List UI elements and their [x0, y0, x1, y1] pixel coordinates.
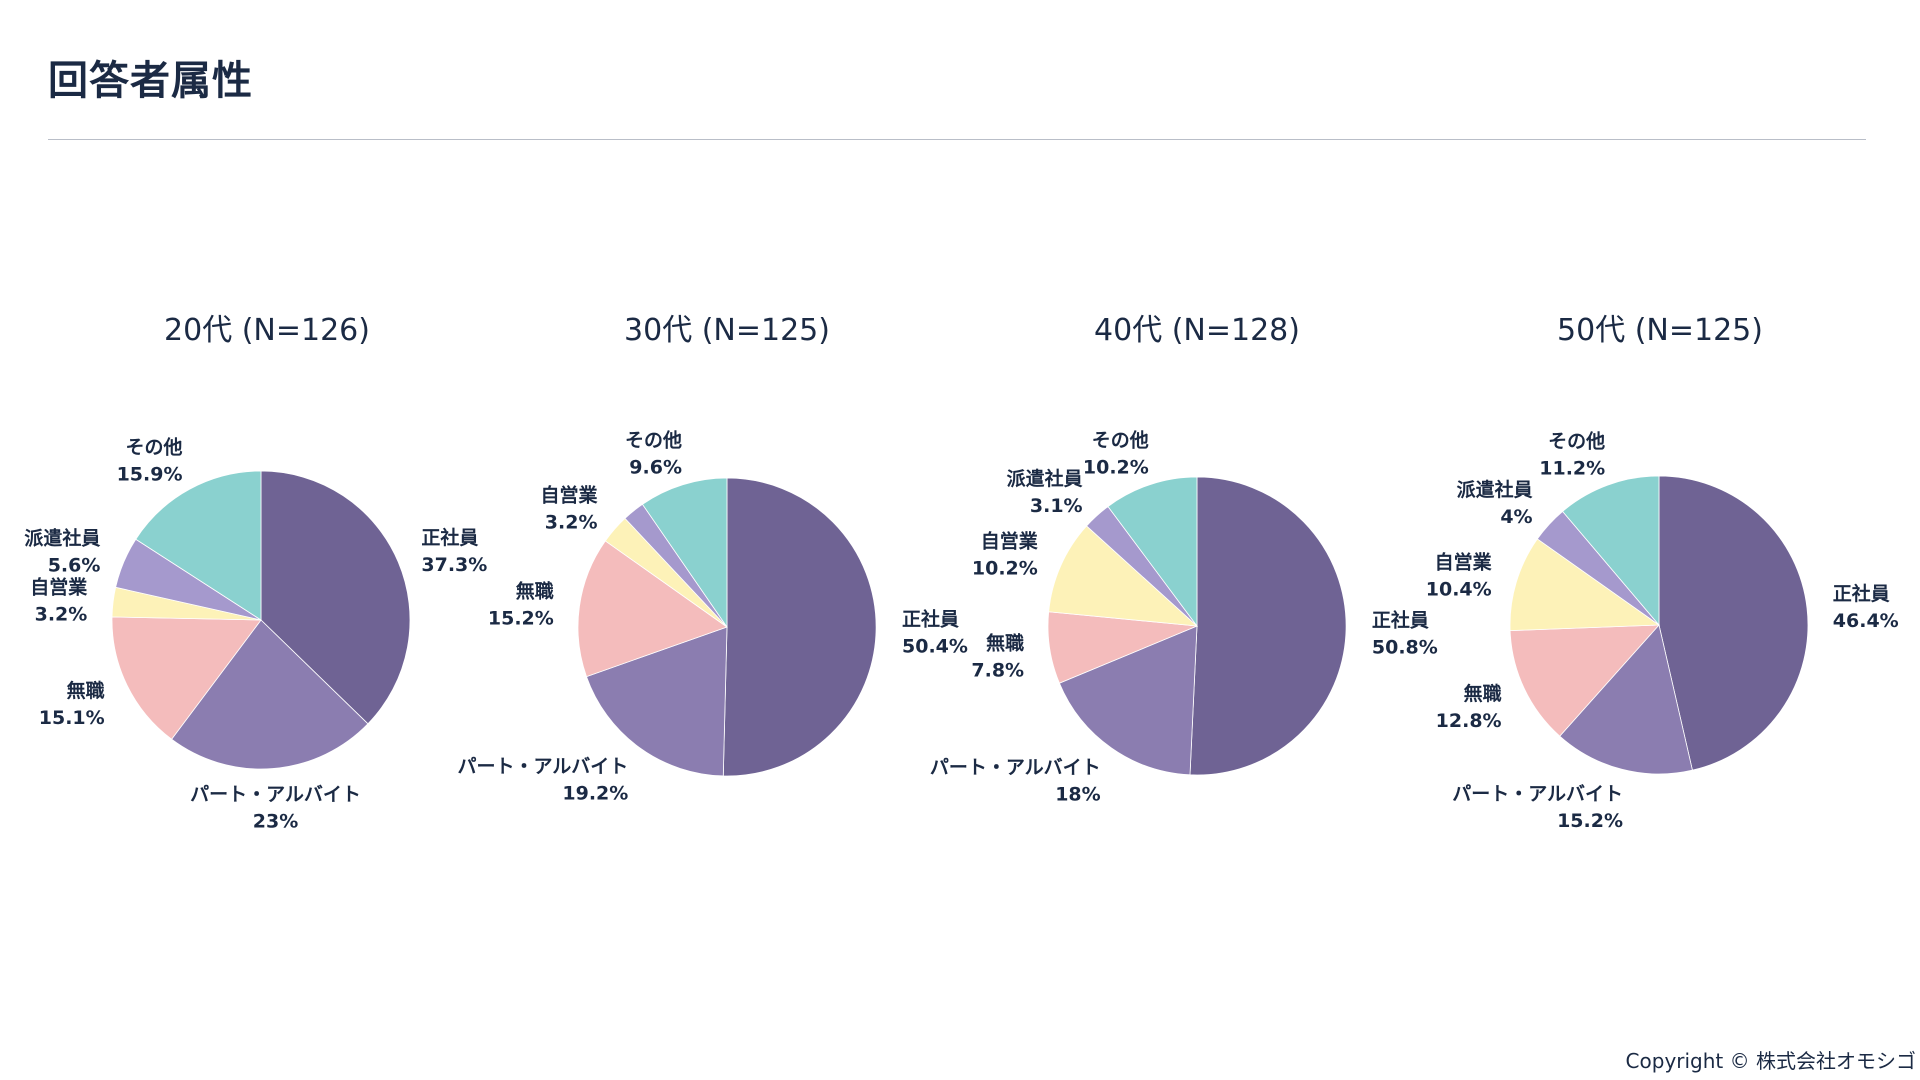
chart-title: 40代 (N=128) — [1094, 313, 1300, 348]
slice-category-label: 自営業 — [30, 576, 88, 599]
slice-category-label: 無職 — [516, 580, 554, 603]
slice-category-label: 正社員 — [1372, 608, 1429, 631]
slice-category-label: パート・アルバイト — [930, 756, 1101, 778]
slice-value-label: 19.2% — [562, 783, 628, 805]
slice-value-label: 15.9% — [117, 464, 183, 486]
slice-value-label: 7.8% — [971, 660, 1024, 682]
slice-value-label: 18% — [1055, 783, 1100, 805]
slice-value-label: 15.2% — [488, 608, 554, 630]
slice-value-label: 4% — [1500, 506, 1532, 528]
slice-value-label: 3.2% — [545, 512, 598, 534]
slice-category-label: 派遣社員 — [24, 527, 100, 550]
pie-slice-6 — [1107, 476, 1198, 628]
slice-value-label: 50.4% — [902, 635, 968, 657]
slice-category-label: その他 — [1548, 429, 1605, 452]
pie-slice-4 — [1509, 538, 1661, 632]
slice-category-label: 自営業 — [540, 484, 598, 507]
slice-value-label: 12.8% — [1436, 710, 1502, 732]
slice-category-label: 無職 — [1464, 682, 1502, 705]
chart-title: 30代 (N=125) — [624, 313, 830, 348]
pie-slice-1 — [1189, 476, 1347, 776]
pie-slice-1 — [722, 477, 877, 777]
pie-slice-3 — [111, 616, 262, 740]
slice-category-label: その他 — [1092, 428, 1149, 451]
slice-category-label: その他 — [625, 428, 682, 451]
pie-slice-4 — [1048, 525, 1199, 627]
slice-category-label: パート・アルバイト — [457, 756, 628, 778]
title-divider — [48, 139, 1866, 140]
copyright-notice: Copyright © 株式会社オモシゴ — [1625, 1049, 1916, 1073]
page-title: 回答者属性 — [48, 58, 253, 104]
slice-category-label: その他 — [125, 436, 182, 459]
slice-value-label: 50.8% — [1372, 636, 1438, 658]
slice-value-label: 46.4% — [1833, 610, 1899, 632]
pie-slice-3 — [1509, 624, 1660, 737]
pie-slice-2 — [1559, 624, 1693, 775]
slice-category-label: 正社員 — [421, 526, 478, 549]
slice-category-label: パート・アルバイト — [190, 783, 361, 805]
pie-chart-4: 50代 (N=125) 正社員 46.4% パート・アルバイト 15.2% 無職 12.8%… — [1426, 313, 1899, 832]
slice-category-label: パート・アルバイト — [1452, 783, 1623, 805]
slice-value-label: 3.2% — [35, 604, 88, 626]
chart-title: 50代 (N=125) — [1557, 313, 1763, 348]
slice-value-label: 10.2% — [1083, 456, 1149, 478]
slice-category-label: 正社員 — [902, 607, 959, 630]
pie-slice-1 — [260, 470, 411, 725]
slice-value-label: 23% — [253, 810, 298, 832]
pie-slice-6 — [135, 470, 262, 621]
pie-slice-1 — [1658, 475, 1809, 771]
pie-chart-3: 40代 (N=128) 正社員 50.8% パート・アルバイト 18% 無職 7.8% 自営業… — [930, 313, 1438, 805]
slice-value-label: 15.1% — [39, 707, 105, 729]
slice-category-label: 自営業 — [1435, 550, 1493, 573]
pie-slice-2 — [1058, 625, 1198, 776]
slice-value-label: 10.2% — [972, 557, 1038, 579]
slice-value-label: 11.2% — [1539, 457, 1605, 479]
chart-title: 20代 (N=126) — [164, 313, 370, 348]
slice-value-label: 5.6% — [48, 555, 101, 577]
slice-category-label: 派遣社員 — [1007, 467, 1083, 490]
slice-category-label: 無職 — [67, 679, 105, 702]
slice-category-label: 無職 — [986, 632, 1024, 655]
slice-value-label: 10.4% — [1426, 578, 1492, 600]
slice-value-label: 15.2% — [1557, 810, 1623, 832]
pie-slice-3 — [577, 540, 728, 678]
pie-chart-1: 20代 (N=126) 正社員 37.3% パート・アルバイト 23% 無職 15.1% 自営… — [24, 313, 487, 832]
pie-slice-6 — [1562, 475, 1660, 627]
slice-value-label: 9.6% — [629, 456, 682, 478]
pie-slice-6 — [641, 477, 728, 629]
slice-category-label: 自営業 — [981, 529, 1039, 552]
slice-category-label: 正社員 — [1833, 582, 1890, 605]
pie-chart-2: 30代 (N=125) 正社員 50.4% パート・アルバイト 19.2% 無職 15.2%… — [457, 313, 967, 805]
slice-category-label: 派遣社員 — [1457, 478, 1533, 501]
pie-slice-2 — [171, 619, 369, 770]
slice-value-label: 3.1% — [1030, 495, 1083, 517]
slice-value-label: 37.3% — [421, 554, 487, 576]
